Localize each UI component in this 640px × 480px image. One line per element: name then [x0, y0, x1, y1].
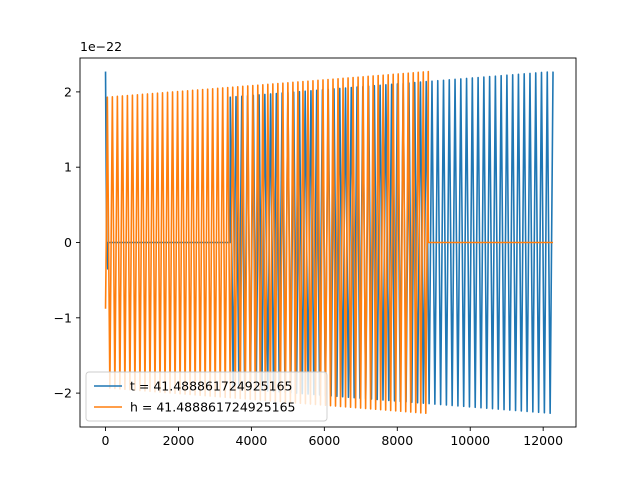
x-tick-label: 8000 — [381, 433, 413, 448]
legend-label: t = 41.488861724925165 — [130, 379, 293, 394]
series-line-h — [104, 70, 554, 415]
y-tick-label: 1 — [64, 160, 72, 175]
y-tick-label: −1 — [54, 310, 72, 325]
y-tick-label: −2 — [54, 386, 72, 401]
legend-label: h = 41.488861724925165 — [130, 400, 296, 415]
x-tick-label: 2000 — [163, 433, 195, 448]
y-tick-label: 0 — [64, 235, 72, 250]
legend: t = 41.488861724925165 h = 41.48886172492… — [85, 371, 328, 422]
axes: 0 2000 4000 6000 8000 10000 12000 −2 −1 0 1 2 1e−22 — [54, 39, 577, 448]
x-tick-label: 10000 — [450, 433, 490, 448]
x-tick-label: 4000 — [236, 433, 268, 448]
x-tick-label: 0 — [102, 433, 110, 448]
y-tick-label: 2 — [64, 84, 72, 99]
plot-area — [104, 70, 554, 415]
x-tick-label: 6000 — [308, 433, 340, 448]
y-offset-label: 1e−22 — [80, 39, 122, 54]
x-tick-label: 12000 — [523, 433, 563, 448]
legend-box — [85, 371, 328, 422]
